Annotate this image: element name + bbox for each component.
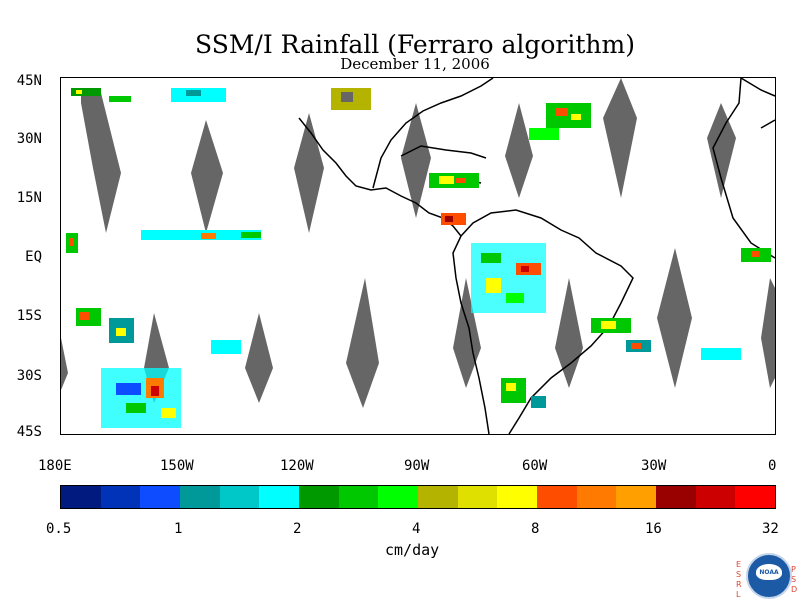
lat-label-45s: 45S — [16, 424, 42, 440]
lon-label-30w: 30W — [641, 458, 667, 474]
lon-label-180e: 180E — [38, 458, 72, 474]
colorbar-swatch — [140, 486, 181, 508]
rainfall-map — [60, 77, 776, 435]
colorbar-swatch — [537, 486, 577, 508]
colorbar-tick-label: 32 — [762, 521, 779, 537]
lon-label-60w: 60W — [522, 458, 548, 474]
lon-label-120w: 120W — [280, 458, 314, 474]
map-title: SSM/I Rainfall (Ferraro algorithm) — [195, 30, 635, 59]
rainfall-cells — [66, 88, 771, 428]
colorbar-swatch — [61, 486, 101, 508]
colorbar-swatch — [338, 486, 379, 508]
colorbar-swatch — [695, 486, 736, 508]
colorbar-tick-label: 1 — [174, 521, 183, 537]
colorbar-tick-label: 8 — [531, 521, 540, 537]
no-data-swaths — [61, 78, 775, 408]
colorbar-swatch — [497, 486, 538, 508]
lat-label-15n: 15N — [16, 190, 42, 206]
colorbar — [60, 485, 776, 509]
colorbar-swatch — [616, 486, 657, 508]
colorbar-swatch — [180, 486, 220, 508]
colorbar-swatch — [100, 486, 141, 508]
lat-label-15s: 15S — [16, 308, 42, 324]
colorbar-swatch — [735, 486, 776, 508]
lat-label-30s: 30S — [16, 368, 42, 384]
lon-label-90w: 90W — [404, 458, 430, 474]
colorbar-swatch — [219, 486, 260, 508]
colorbar-swatch — [299, 486, 339, 508]
colorbar-swatch — [418, 486, 458, 508]
colorbar-tick-label: 16 — [645, 521, 662, 537]
colorbar-swatch — [378, 486, 419, 508]
colorbar-tick-label: 0.5 — [46, 521, 72, 537]
lon-label-150w: 150W — [160, 458, 194, 474]
colorbar-tick-label: 2 — [293, 521, 302, 537]
lat-label-30n: 30N — [16, 131, 42, 147]
noaa-logo-text: NOAA — [759, 569, 779, 576]
lat-label-45n: 45N — [16, 73, 42, 89]
lat-label-eq: EQ — [25, 249, 42, 265]
colorbar-units: cm/day — [385, 541, 440, 559]
colorbar-swatch — [576, 486, 617, 508]
lon-label-0: 0 — [768, 458, 777, 474]
colorbar-swatch — [259, 486, 300, 508]
colorbar-tick-label: 4 — [412, 521, 421, 537]
colorbar-swatch — [656, 486, 696, 508]
colorbar-swatch — [457, 486, 498, 508]
noaa-logo-icon: NOAA — [746, 553, 792, 599]
map-date: December 11, 2006 — [340, 55, 490, 73]
